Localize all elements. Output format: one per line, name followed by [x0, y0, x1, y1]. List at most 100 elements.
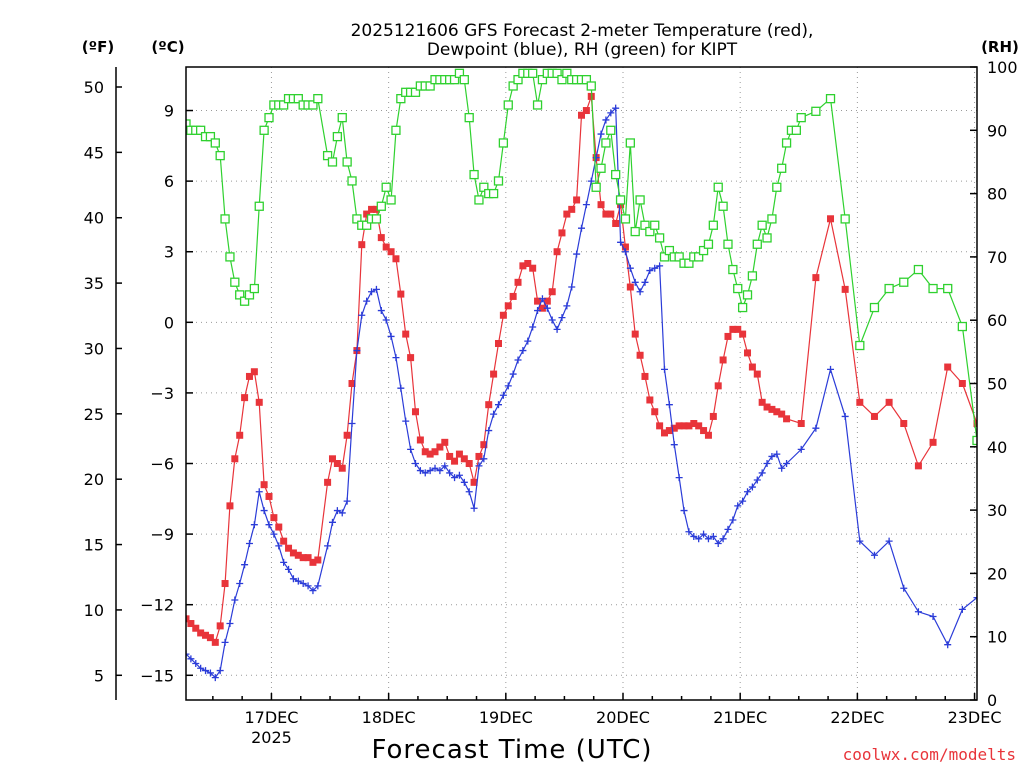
- x-tick-label: 18DEC: [362, 708, 416, 727]
- dewpoint-point: [744, 488, 752, 496]
- dewpoint-point: [612, 104, 620, 112]
- temperature-point: [387, 248, 395, 256]
- temperature-point: [885, 398, 893, 406]
- dewpoint-point: [724, 525, 732, 533]
- temperature-point: [431, 448, 439, 456]
- temperature-point: [597, 201, 605, 209]
- temperature-point: [548, 288, 556, 296]
- dewpoint-point: [338, 509, 346, 517]
- rh-point: [235, 290, 245, 300]
- fahrenheit-tick-label: 20: [84, 470, 104, 489]
- dewpoint-point: [812, 424, 820, 432]
- rh-point: [640, 220, 650, 230]
- dewpoint-point: [797, 445, 805, 453]
- temperature-point: [260, 481, 268, 489]
- celsius-tick-label: −9: [150, 525, 174, 544]
- temperature-point: [504, 302, 512, 310]
- rh-point: [347, 176, 357, 186]
- temperature-point: [186, 615, 190, 623]
- x-tick-label: 21DEC: [713, 708, 767, 727]
- rh-point: [742, 290, 753, 300]
- celsius-tick-label: −3: [150, 384, 174, 403]
- rh-point: [503, 100, 513, 110]
- rh-point: [532, 100, 543, 110]
- dewpoint-point: [465, 488, 473, 496]
- rh-point: [684, 258, 694, 268]
- dewpoint-point: [524, 337, 532, 345]
- temperature-point: [197, 629, 205, 637]
- dewpoint-point: [870, 551, 878, 559]
- dewpoint-point: [216, 667, 224, 675]
- dewpoint-point: [958, 605, 966, 613]
- celsius-tick-label: −15: [140, 666, 174, 685]
- dewpoint-point: [436, 467, 444, 475]
- temperature-point: [475, 452, 483, 460]
- rh-point: [615, 195, 626, 205]
- temperature-point: [411, 408, 419, 416]
- rh-point: [708, 220, 718, 230]
- rh-point: [230, 277, 240, 287]
- temperature-point: [534, 297, 542, 305]
- rh-point: [737, 302, 748, 313]
- fahrenheit-tick-label: 45: [84, 143, 104, 162]
- temperature-point: [900, 420, 908, 428]
- rh-point: [410, 87, 421, 97]
- temperature-point: [578, 111, 585, 119]
- dewpoint-point: [641, 278, 649, 286]
- rh-point: [195, 125, 206, 135]
- dewpoint-point: [573, 250, 581, 258]
- temperature-point: [363, 210, 371, 218]
- temperature-point: [299, 554, 307, 562]
- dewpoint-point: [690, 532, 698, 540]
- dewpoint-point: [582, 201, 590, 209]
- dewpoint-point: [206, 669, 214, 677]
- rh-point: [557, 75, 567, 85]
- fahrenheit-unit-label: (ºF): [82, 38, 114, 56]
- dewpoint-point: [407, 445, 415, 453]
- dewpoint-point: [285, 565, 293, 573]
- rh-tick-label: 50: [987, 375, 1007, 394]
- rh-point: [327, 157, 338, 167]
- temperature-point: [202, 631, 210, 639]
- temperature-point: [656, 422, 664, 430]
- rh-point: [611, 169, 621, 180]
- temperature-point: [685, 422, 693, 430]
- temperature-point: [680, 422, 688, 430]
- dewpoint-point: [670, 441, 678, 449]
- rh-point: [698, 245, 709, 256]
- rh-point: [733, 283, 743, 294]
- temperature-point: [553, 248, 561, 256]
- fahrenheit-tick-label: 10: [84, 601, 104, 620]
- temperature-point: [714, 382, 722, 390]
- dewpoint-point: [397, 384, 405, 392]
- temperature-point: [304, 554, 312, 562]
- x-axis-title: Forecast Time (UTC): [371, 735, 652, 765]
- dewpoint-point: [631, 278, 639, 286]
- rh-tick-label: 100: [987, 58, 1018, 77]
- credit-label: coolwx.com/modelts: [843, 745, 1016, 764]
- temperature-point: [812, 274, 820, 282]
- dewpoint-point: [304, 582, 312, 590]
- celsius-unit-label: (ºC): [151, 38, 184, 56]
- temperature-point: [744, 349, 752, 357]
- temperature-point: [524, 259, 532, 267]
- temperature-point: [407, 354, 415, 362]
- rh-point: [493, 176, 504, 186]
- dewpoint-point: [411, 460, 419, 468]
- x-tick-sublabel: 2025: [251, 728, 292, 747]
- dewpoint-point: [626, 264, 634, 272]
- dewpoint-point: [548, 316, 556, 324]
- fahrenheit-tick-label: 30: [84, 339, 104, 358]
- dewpoint-point: [587, 177, 595, 185]
- dewpoint-line: [186, 106, 977, 679]
- temperature-point: [275, 523, 283, 531]
- dewpoint-point: [231, 596, 239, 604]
- rh-point: [674, 252, 684, 262]
- dewpoint-point: [973, 594, 977, 602]
- temperature-point: [255, 398, 263, 406]
- dewpoint-point: [563, 302, 571, 310]
- fahrenheit-tick-label: 35: [84, 274, 104, 293]
- dewpoint-point: [324, 542, 332, 550]
- temperature-point: [226, 502, 234, 510]
- temperature-point: [563, 210, 571, 218]
